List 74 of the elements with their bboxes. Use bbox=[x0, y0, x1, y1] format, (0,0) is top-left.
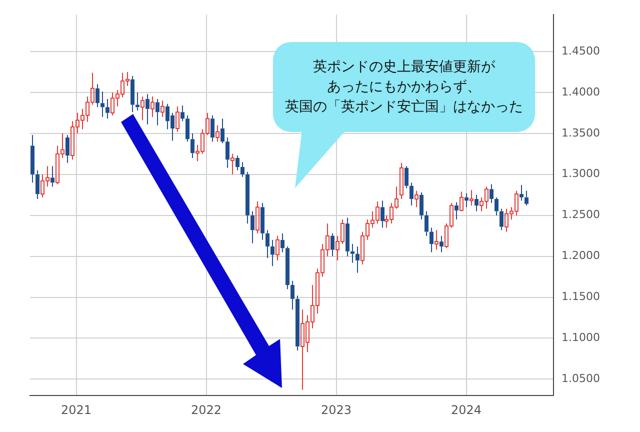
candlestick bbox=[464, 192, 468, 208]
candlestick bbox=[156, 98, 160, 126]
candlestick bbox=[36, 170, 40, 200]
candlestick bbox=[106, 98, 110, 120]
candlestick bbox=[490, 184, 494, 204]
candlestick bbox=[146, 94, 150, 125]
candlestick bbox=[454, 202, 458, 220]
annotation: 英国の「英ポンド安亡国」はなかった bbox=[285, 98, 523, 117]
candlestick bbox=[420, 192, 424, 220]
candlestick bbox=[280, 232, 284, 253]
y-tick-label: 1.1000 bbox=[562, 331, 600, 344]
candlestick bbox=[424, 210, 428, 236]
candlestick bbox=[524, 190, 528, 206]
candlestick bbox=[414, 190, 418, 208]
candlestick bbox=[430, 227, 434, 253]
candlestick bbox=[226, 137, 230, 168]
y-tick-label: 1.2000 bbox=[562, 249, 600, 262]
x-tick-label: 2022 bbox=[191, 402, 222, 417]
annotation: 英ポンドの史上最安値更新が bbox=[312, 58, 496, 77]
candlestick bbox=[470, 189, 474, 206]
candlestick bbox=[136, 92, 140, 111]
candlestick bbox=[494, 196, 498, 216]
candlestick bbox=[266, 230, 270, 258]
candlestick bbox=[246, 171, 250, 224]
candlestick bbox=[240, 162, 244, 178]
candlestick bbox=[270, 239, 274, 267]
candlestick bbox=[180, 105, 184, 122]
candlestick bbox=[50, 166, 54, 188]
y-tick-label: 1.1500 bbox=[562, 290, 600, 304]
candlestick bbox=[260, 202, 264, 240]
candlestick bbox=[100, 91, 104, 118]
candlestick bbox=[236, 155, 240, 171]
candlestick bbox=[434, 230, 438, 250]
candlestick bbox=[276, 235, 280, 261]
candlestick bbox=[256, 200, 260, 234]
candlestick bbox=[190, 132, 194, 158]
candlestick bbox=[210, 114, 214, 142]
candlestick bbox=[186, 114, 190, 142]
y-tick-label: 1.3500 bbox=[562, 126, 600, 140]
candlestick bbox=[346, 217, 350, 257]
candlestick bbox=[96, 84, 100, 108]
y-tick-label: 1.2500 bbox=[562, 208, 600, 222]
candlestick bbox=[160, 100, 164, 118]
x-tick-label: 2021 bbox=[61, 402, 92, 417]
candlestick bbox=[474, 194, 478, 212]
candlestick bbox=[404, 166, 408, 189]
candlestick bbox=[150, 96, 154, 118]
candlestick bbox=[130, 76, 134, 113]
candlestick bbox=[400, 162, 404, 200]
annotation: あったにもかかわらず、 bbox=[326, 78, 482, 97]
y-tick-label: 1.4000 bbox=[562, 85, 600, 98]
y-tick-label: 1.0500 bbox=[562, 372, 600, 386]
candlestick bbox=[290, 280, 294, 310]
candlestick bbox=[356, 246, 360, 274]
candlestick bbox=[330, 232, 334, 257]
x-tick-label: 2024 bbox=[450, 402, 482, 417]
candlestick bbox=[220, 118, 224, 144]
candlestick bbox=[296, 295, 300, 352]
y-tick-label: 1.3000 bbox=[562, 167, 600, 180]
candlestick bbox=[350, 244, 354, 264]
candlestick bbox=[440, 235, 444, 253]
candlestick bbox=[140, 96, 144, 121]
candlestick bbox=[380, 200, 384, 228]
candlestick bbox=[176, 106, 180, 132]
candlestick bbox=[286, 246, 290, 290]
x-tick-label: 2023 bbox=[321, 402, 352, 417]
candlestick bbox=[66, 134, 70, 164]
candlestick bbox=[30, 134, 34, 184]
candlestick bbox=[230, 153, 234, 175]
candlestick bbox=[250, 210, 254, 244]
candlestick bbox=[410, 182, 414, 206]
candlestick bbox=[216, 124, 220, 142]
candlestick bbox=[520, 184, 524, 202]
y-tick-label: 1.4500 bbox=[562, 44, 600, 58]
